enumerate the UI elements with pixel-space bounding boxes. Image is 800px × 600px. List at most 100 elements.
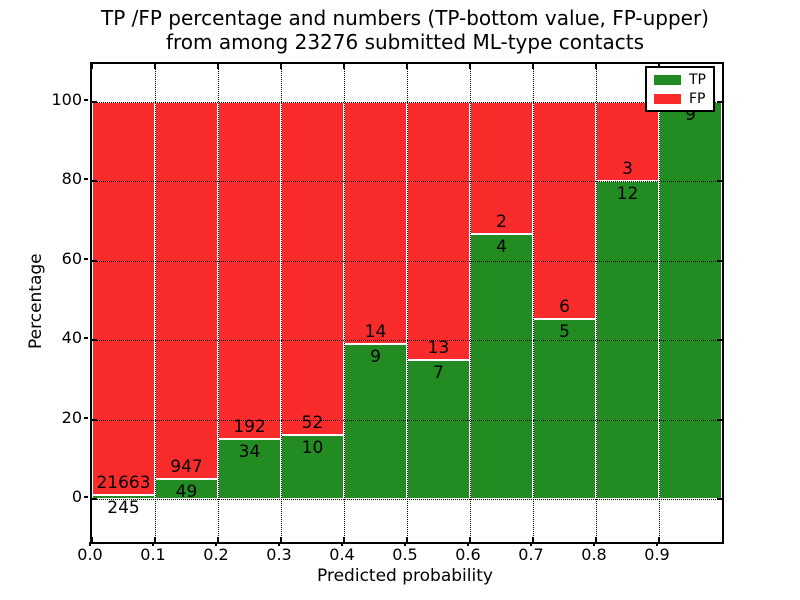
bar-count-label-fp: 3 — [622, 159, 633, 180]
y-tick-mark — [717, 418, 722, 421]
x-tick-mark — [91, 537, 93, 542]
x-tick-mark — [341, 542, 343, 546]
gridline-vertical — [659, 64, 660, 542]
x-tick-mark — [595, 64, 597, 69]
y-tick-label: 80 — [61, 169, 82, 189]
bar-count-label-fp: 192 — [233, 417, 266, 438]
y-tick-mark — [92, 180, 97, 183]
bar-segment-tp — [281, 434, 344, 499]
x-tick-mark — [91, 64, 93, 69]
y-tick-mark — [92, 259, 97, 262]
y-tick-mark — [84, 337, 88, 340]
bar-segment-fp — [344, 102, 407, 344]
y-tick-mark — [717, 498, 722, 500]
y-tick-label: 40 — [61, 328, 82, 348]
x-tick-mark — [404, 542, 406, 546]
bar-segment-tp — [659, 102, 722, 499]
x-tick-label: 0.4 — [329, 545, 355, 564]
bar-segment-tp — [92, 494, 155, 499]
chart-title-line2: from among 23276 submitted ML-type conta… — [165, 30, 645, 54]
x-tick-mark — [656, 542, 658, 546]
x-tick-label: 0.2 — [203, 545, 229, 564]
x-tick-mark — [280, 64, 282, 69]
chart-title-line1: TP /FP percentage and numbers (TP-bottom… — [101, 6, 709, 30]
y-axis-label: Percentage — [26, 253, 46, 349]
bar-count-label-tp: 34 — [238, 442, 261, 463]
x-axis-label: Predicted probability — [317, 566, 493, 586]
y-tick-mark — [84, 178, 88, 181]
bar-count-label-fp: 52 — [301, 412, 324, 433]
y-tick-mark — [92, 101, 97, 103]
y-tick-mark — [84, 496, 88, 498]
x-tick-mark — [217, 537, 219, 542]
x-tick-label: 0.5 — [392, 545, 418, 564]
legend-swatch-tp-icon — [654, 74, 681, 85]
x-tick-label: 0.7 — [518, 545, 544, 564]
bar-count-label-fp: 6 — [559, 296, 570, 317]
bar-count-label-tp: 10 — [301, 437, 324, 458]
x-tick-mark — [530, 542, 532, 546]
y-tick-mark — [84, 416, 88, 419]
x-tick-mark — [217, 64, 219, 69]
bar-segment-fp — [155, 102, 218, 480]
y-tick-label: 60 — [61, 248, 82, 268]
gridline-vertical — [281, 64, 282, 542]
x-tick-mark — [152, 542, 154, 546]
x-tick-label: 0.9 — [644, 545, 670, 564]
legend-label-tp: TP — [689, 71, 706, 88]
gridline-vertical — [344, 64, 345, 542]
bar-segment-tp — [218, 439, 281, 499]
bar-count-label-fp: 947 — [170, 457, 203, 478]
plot-area: 21663 245 947 49 192 34 52 10 14 9 13 7 2 4 6 5 3 12 9 — [90, 62, 724, 544]
x-tick-mark — [593, 542, 595, 546]
bar-count-label-fp: 2 — [496, 212, 507, 233]
x-tick-mark — [467, 542, 469, 546]
x-tick-mark — [406, 64, 408, 69]
bar-segment-tp — [470, 234, 533, 499]
bar-count-label-tp: 12 — [616, 184, 639, 205]
x-tick-mark — [406, 537, 408, 542]
bar-segment-fp — [533, 102, 596, 319]
x-tick-mark — [469, 64, 471, 69]
x-tick-label: 0.6 — [455, 545, 481, 564]
bar-segment-fp — [92, 102, 155, 495]
bar-count-label-tp: 4 — [496, 237, 507, 258]
legend-swatch-fp-icon — [654, 93, 681, 104]
bar-segment-fp — [218, 102, 281, 440]
y-tick-mark — [717, 180, 722, 183]
legend: TP FP — [645, 66, 715, 112]
x-tick-label: 0.1 — [140, 545, 166, 564]
x-tick-mark — [595, 537, 597, 542]
gridline-vertical — [155, 64, 156, 542]
gridline-vertical — [533, 64, 534, 542]
bar-count-label-fp: 14 — [364, 321, 387, 342]
x-tick-mark — [343, 64, 345, 69]
bar-count-label-tp: 7 — [433, 363, 444, 384]
x-tick-mark — [215, 542, 217, 546]
bar-segment-fp — [281, 102, 344, 435]
gridline-vertical — [218, 64, 219, 542]
bar-count-label-tp: 245 — [107, 497, 140, 518]
x-tick-mark — [89, 542, 91, 546]
bar-count-label-tp: 9 — [685, 105, 696, 125]
bar-count-label-fp: 21663 — [96, 472, 151, 493]
legend-item-fp: FP — [654, 92, 713, 106]
x-tick-mark — [280, 537, 282, 542]
y-tick-mark — [717, 101, 722, 103]
gridline-vertical — [407, 64, 408, 542]
x-tick-mark — [469, 537, 471, 542]
chart-title: TP /FP percentage and numbers (TP-bottom… — [90, 6, 720, 54]
y-tick-label: 0 — [71, 487, 82, 506]
y-tick-mark — [717, 339, 722, 342]
y-tick-label: 100 — [51, 90, 82, 109]
legend-label-fp: FP — [689, 90, 706, 107]
gridline-vertical — [470, 64, 471, 542]
x-tick-mark — [154, 64, 156, 69]
y-tick-mark — [84, 257, 88, 260]
x-tick-mark — [532, 64, 534, 69]
y-tick-mark — [717, 259, 722, 262]
x-tick-label: 0.3 — [266, 545, 292, 564]
x-tick-label: 0.8 — [581, 545, 607, 564]
x-tick-label: 0.0 — [77, 545, 103, 564]
